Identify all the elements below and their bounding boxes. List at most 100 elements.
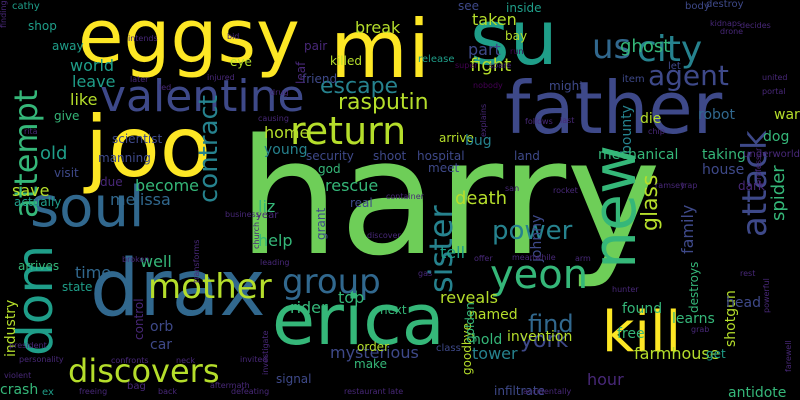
word-trap: trap: [681, 181, 698, 190]
word-run: run: [510, 47, 524, 56]
word-portal: portal: [762, 87, 786, 96]
word-manning: manning: [98, 151, 151, 165]
word-destroy: destroy: [706, 0, 744, 10]
word-real: real: [350, 196, 373, 210]
word-scientist: scientist: [112, 132, 163, 146]
word-pair: pair: [304, 39, 328, 53]
word-leaf: leaf: [294, 61, 308, 84]
word-spider: spider: [768, 165, 789, 221]
word-business: business: [225, 210, 260, 219]
word-land: land: [514, 149, 540, 163]
word-meanwhile: meanwhile: [512, 253, 556, 262]
word-away: away: [52, 39, 84, 53]
word-learns: learns: [672, 311, 715, 327]
word-dark: dark: [738, 179, 765, 193]
word-confronts: confronts: [111, 356, 149, 365]
word-led: led: [159, 83, 172, 92]
word-robot: robot: [698, 107, 735, 123]
word-next: next: [380, 303, 407, 317]
word-san: san: [505, 184, 520, 193]
word-drone: drone: [720, 27, 744, 36]
word-make: make: [354, 357, 387, 371]
word-let: let: [668, 61, 681, 72]
word-taken: taken: [472, 10, 517, 29]
word-security: security: [306, 149, 354, 163]
word-head: head: [726, 295, 761, 311]
word-inside: inside: [506, 1, 542, 15]
word-intends: intends: [128, 34, 158, 43]
word-well: well: [140, 252, 172, 271]
word-save: save: [12, 181, 50, 200]
word-death: death: [455, 188, 507, 209]
word-joo: joo: [85, 98, 212, 196]
word-time: time: [75, 263, 112, 282]
word-become: become: [135, 176, 200, 195]
word-rescue: rescue: [325, 176, 379, 195]
word-order: order: [357, 340, 389, 354]
word-farmhouse: farmhouse: [634, 344, 720, 363]
word-antidote: antidote: [728, 385, 787, 400]
word-hospital: hospital: [417, 149, 465, 163]
word-discover: discover: [367, 231, 401, 240]
word-chip: chip: [648, 127, 665, 136]
word-meet: meet: [428, 161, 460, 175]
word-container: container: [386, 192, 424, 201]
word-causing: causing: [258, 114, 289, 123]
word-defeating: defeating: [231, 387, 270, 396]
word-restaurant: restaurant: [344, 387, 386, 396]
word-valentine: valentine: [100, 71, 305, 122]
word-york: york: [520, 328, 569, 353]
word-actually: actually: [14, 195, 62, 209]
word-home: home: [264, 123, 310, 142]
word-see: see: [458, 0, 480, 13]
word-invention: invention: [507, 329, 573, 345]
word-church: church: [252, 221, 261, 249]
word-die: die: [640, 111, 662, 127]
word-ex: ex: [42, 387, 54, 398]
word-leading: leading: [260, 258, 290, 267]
word-signal: signal: [276, 372, 312, 386]
word-family: family: [678, 204, 697, 254]
word-world: world: [70, 56, 115, 75]
word-body: body: [685, 1, 710, 12]
word-free: free: [617, 326, 645, 342]
word-yeon: yeon: [490, 252, 589, 298]
word-later: later: [130, 75, 149, 84]
word-investigate: investigate: [261, 330, 270, 375]
word-father: father: [505, 66, 723, 150]
word-old: old: [40, 143, 68, 164]
word-agent: agent: [648, 59, 729, 92]
word-offer: offer: [474, 254, 493, 263]
word-harry: harry: [238, 104, 661, 291]
word-mysterious: mysterious: [330, 343, 419, 362]
word-discovers: discovers: [68, 352, 220, 390]
word-underworld: underworld: [743, 149, 800, 160]
word-power: power: [492, 216, 573, 246]
word-grant: grant: [314, 207, 328, 240]
word-killed: killed: [330, 54, 362, 68]
word-arrive: arrive: [439, 131, 474, 145]
word-break: break: [355, 18, 401, 37]
word-get: get: [706, 347, 726, 361]
word-aftermath: aftermath: [210, 381, 250, 390]
word-explains: explains: [479, 103, 488, 137]
word-bag: bag: [127, 381, 146, 392]
word-orb: orb: [150, 319, 174, 335]
word-drug: drug: [270, 88, 289, 97]
word-last: last: [560, 116, 575, 125]
word-super: super: [455, 61, 478, 70]
word-ramsey: ramsey: [655, 181, 685, 190]
word-liz: liz: [258, 197, 276, 216]
word-control: control: [132, 298, 146, 340]
word-young: young: [264, 142, 308, 158]
word-god: god: [318, 162, 341, 176]
word-shoot: shoot: [373, 149, 407, 163]
word-melissa: melissa: [110, 190, 171, 209]
word-drax: drax: [90, 244, 266, 334]
word-leave: leave: [72, 72, 116, 91]
word-broken: broken: [122, 255, 150, 264]
word-tower: tower: [472, 344, 518, 363]
word-eggsy: eggsy: [78, 0, 300, 80]
word-transforms: transforms: [192, 239, 201, 283]
word-late: late: [388, 387, 404, 396]
